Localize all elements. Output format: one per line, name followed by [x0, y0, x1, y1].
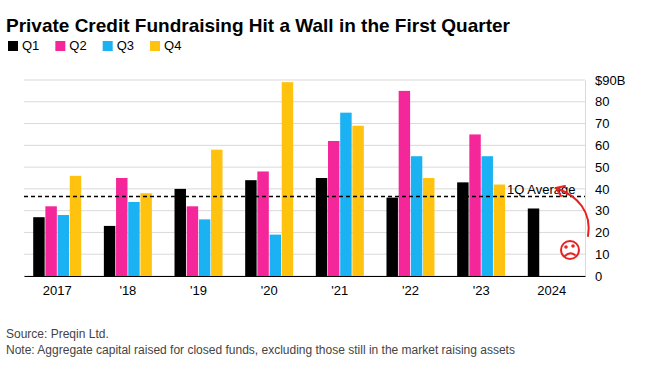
legend-label: Q3	[117, 38, 134, 53]
grid-line	[24, 145, 585, 146]
y-tick-label: 30	[595, 203, 609, 218]
plot-area	[24, 82, 585, 276]
bar	[199, 219, 210, 276]
annotation-arrowhead	[556, 186, 565, 196]
grid-line	[24, 80, 585, 81]
bar	[494, 185, 505, 276]
y-axis: 0 10 20 30 40 50 60 70 80 $90B	[586, 73, 626, 284]
x-tick-label: '19	[190, 283, 207, 298]
annotation-face	[561, 241, 579, 259]
legend-label: Q2	[69, 38, 86, 53]
y-tick: 10	[595, 247, 609, 262]
y-tick: 50	[595, 160, 609, 175]
x-tick: '18	[119, 283, 136, 298]
bar	[104, 226, 115, 276]
x-tick-label: '22	[402, 283, 419, 298]
bar	[340, 113, 351, 276]
bar	[399, 91, 410, 276]
legend-swatch	[8, 41, 18, 51]
bar	[245, 180, 256, 276]
bar	[257, 171, 268, 276]
x-tick: 2017	[43, 283, 72, 298]
x-axis-line	[25, 276, 586, 277]
bar	[211, 150, 222, 276]
x-tick-label: '23	[473, 283, 490, 298]
y-axis-line	[585, 81, 586, 277]
x-tick: 2024	[537, 283, 566, 298]
y-tick-label: 40	[595, 182, 609, 197]
bar-series	[58, 113, 493, 276]
x-tick-label: 2017	[43, 283, 72, 298]
annotation-eye	[565, 246, 567, 248]
x-tick: '20	[261, 283, 278, 298]
x-tick: '21	[331, 283, 348, 298]
bar	[469, 134, 480, 276]
bar	[58, 215, 69, 276]
y-tick: 80	[595, 94, 609, 109]
bar	[423, 178, 434, 276]
grid-line	[24, 123, 585, 124]
y-tick: 20	[595, 225, 609, 240]
legend: Q1 Q2 Q3 Q4	[8, 38, 181, 53]
grid	[24, 80, 585, 276]
y-tick-label: 80	[595, 94, 609, 109]
source: Source: Preqin Ltd.	[6, 327, 109, 341]
y-tick-label: 60	[595, 138, 609, 153]
annotation-drawing	[556, 186, 589, 259]
x-tick-label: '18	[119, 283, 136, 298]
bar-series	[45, 91, 480, 276]
bar	[482, 156, 493, 276]
bar	[116, 178, 127, 276]
x-tick-label: 2024	[537, 283, 566, 298]
average-label: 1Q Average	[507, 182, 575, 197]
y-tick-label: 0	[595, 269, 602, 284]
chart: Private Credit Fundraising Hit a Wall in…	[0, 0, 656, 367]
bar	[187, 206, 198, 276]
legend-swatch	[150, 41, 160, 51]
x-tick: '19	[190, 283, 207, 298]
y-tick: 0	[595, 269, 602, 284]
average-line	[24, 196, 585, 197]
bar	[386, 198, 397, 276]
grid-line	[24, 101, 585, 102]
y-tick: 60	[595, 138, 609, 153]
bar	[140, 193, 151, 276]
y-tick-label: $90B	[595, 73, 625, 88]
x-tick: '22	[402, 283, 419, 298]
note: Note: Aggregate capital raised for close…	[6, 343, 515, 357]
title: Private Credit Fundraising Hit a Wall in…	[6, 15, 511, 36]
x-axis: 2017 '18 '19 '20 '21 '22 '23 2024	[25, 277, 586, 299]
x-tick-label: '20	[261, 283, 278, 298]
legend-label: Q4	[164, 38, 181, 53]
bar	[282, 82, 293, 276]
y-tick-label: 20	[595, 225, 609, 240]
legend-swatch	[55, 41, 65, 51]
bar	[528, 208, 539, 276]
bar	[411, 156, 422, 276]
y-tick-label: 50	[595, 160, 609, 175]
bar	[270, 235, 281, 276]
y-tick: 30	[595, 203, 609, 218]
x-tick-label: '21	[331, 283, 348, 298]
bar	[316, 178, 327, 276]
bar	[45, 206, 56, 276]
y-tick-label: 10	[595, 247, 609, 262]
bar-series	[70, 82, 505, 276]
annotation-mouth	[565, 253, 575, 256]
annotation-eye	[572, 245, 574, 247]
x-tick: '23	[473, 283, 490, 298]
bar	[352, 126, 363, 276]
bar	[70, 176, 81, 276]
y-tick: 70	[595, 116, 609, 131]
legend-label: Q1	[22, 38, 39, 53]
grid-line	[24, 167, 585, 168]
y-tick: 40	[595, 182, 609, 197]
bar	[128, 202, 139, 276]
bar	[328, 141, 339, 276]
y-tick-label: 70	[595, 116, 609, 131]
bar	[175, 189, 186, 276]
y-tick: $90B	[595, 73, 625, 88]
legend-swatch	[103, 41, 113, 51]
bar	[33, 217, 44, 276]
